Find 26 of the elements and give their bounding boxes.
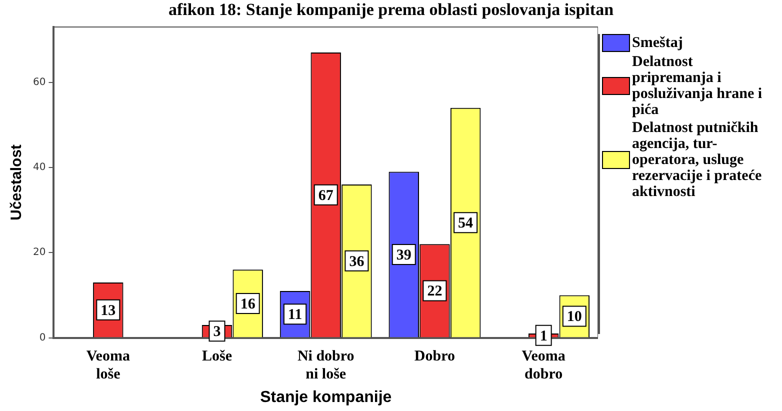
y-tick-label: 60 bbox=[32, 76, 46, 88]
data-label: 67 bbox=[318, 188, 334, 204]
data-label: 36 bbox=[349, 254, 365, 270]
chart-title: afikon 18: Stanje kompanije prema oblasti poslovanja ispitan bbox=[167, 0, 615, 20]
x-tick-label: Dobro bbox=[414, 348, 455, 365]
data-label: 39 bbox=[396, 247, 412, 264]
data-label: 10 bbox=[566, 309, 582, 326]
x-tick-label: Veoma dobro bbox=[522, 348, 566, 383]
data-label: 3 bbox=[213, 324, 221, 340]
x-axis-title: Stanje kompanije bbox=[260, 388, 392, 406]
data-label: 11 bbox=[288, 307, 302, 324]
data-label: 16 bbox=[240, 296, 256, 312]
x-tick-label: Veoma loše bbox=[86, 348, 130, 383]
y-tick-label: 0 bbox=[39, 332, 46, 344]
data-label: 13 bbox=[100, 302, 116, 319]
y-tick-label: 20 bbox=[32, 247, 46, 258]
data-label: 22 bbox=[427, 284, 442, 300]
legend-label: Delatnost pripremanja i posluživanja hrane i pića bbox=[632, 54, 764, 118]
legend-label: Delatnost putničkih agencija, tur-operatora, usluge rezervacije i prateće aktivnosti bbox=[632, 120, 763, 200]
data-label: 54 bbox=[458, 215, 474, 232]
y-tick-label: 40 bbox=[32, 162, 46, 174]
data-label: 1 bbox=[540, 328, 548, 344]
y-axis-title: Učestalost bbox=[8, 144, 26, 220]
legend-label: Smeštaj bbox=[632, 35, 683, 51]
x-tick-label: Loše bbox=[202, 348, 232, 365]
x-tick-label: Ni dobro ni loše bbox=[297, 348, 354, 383]
